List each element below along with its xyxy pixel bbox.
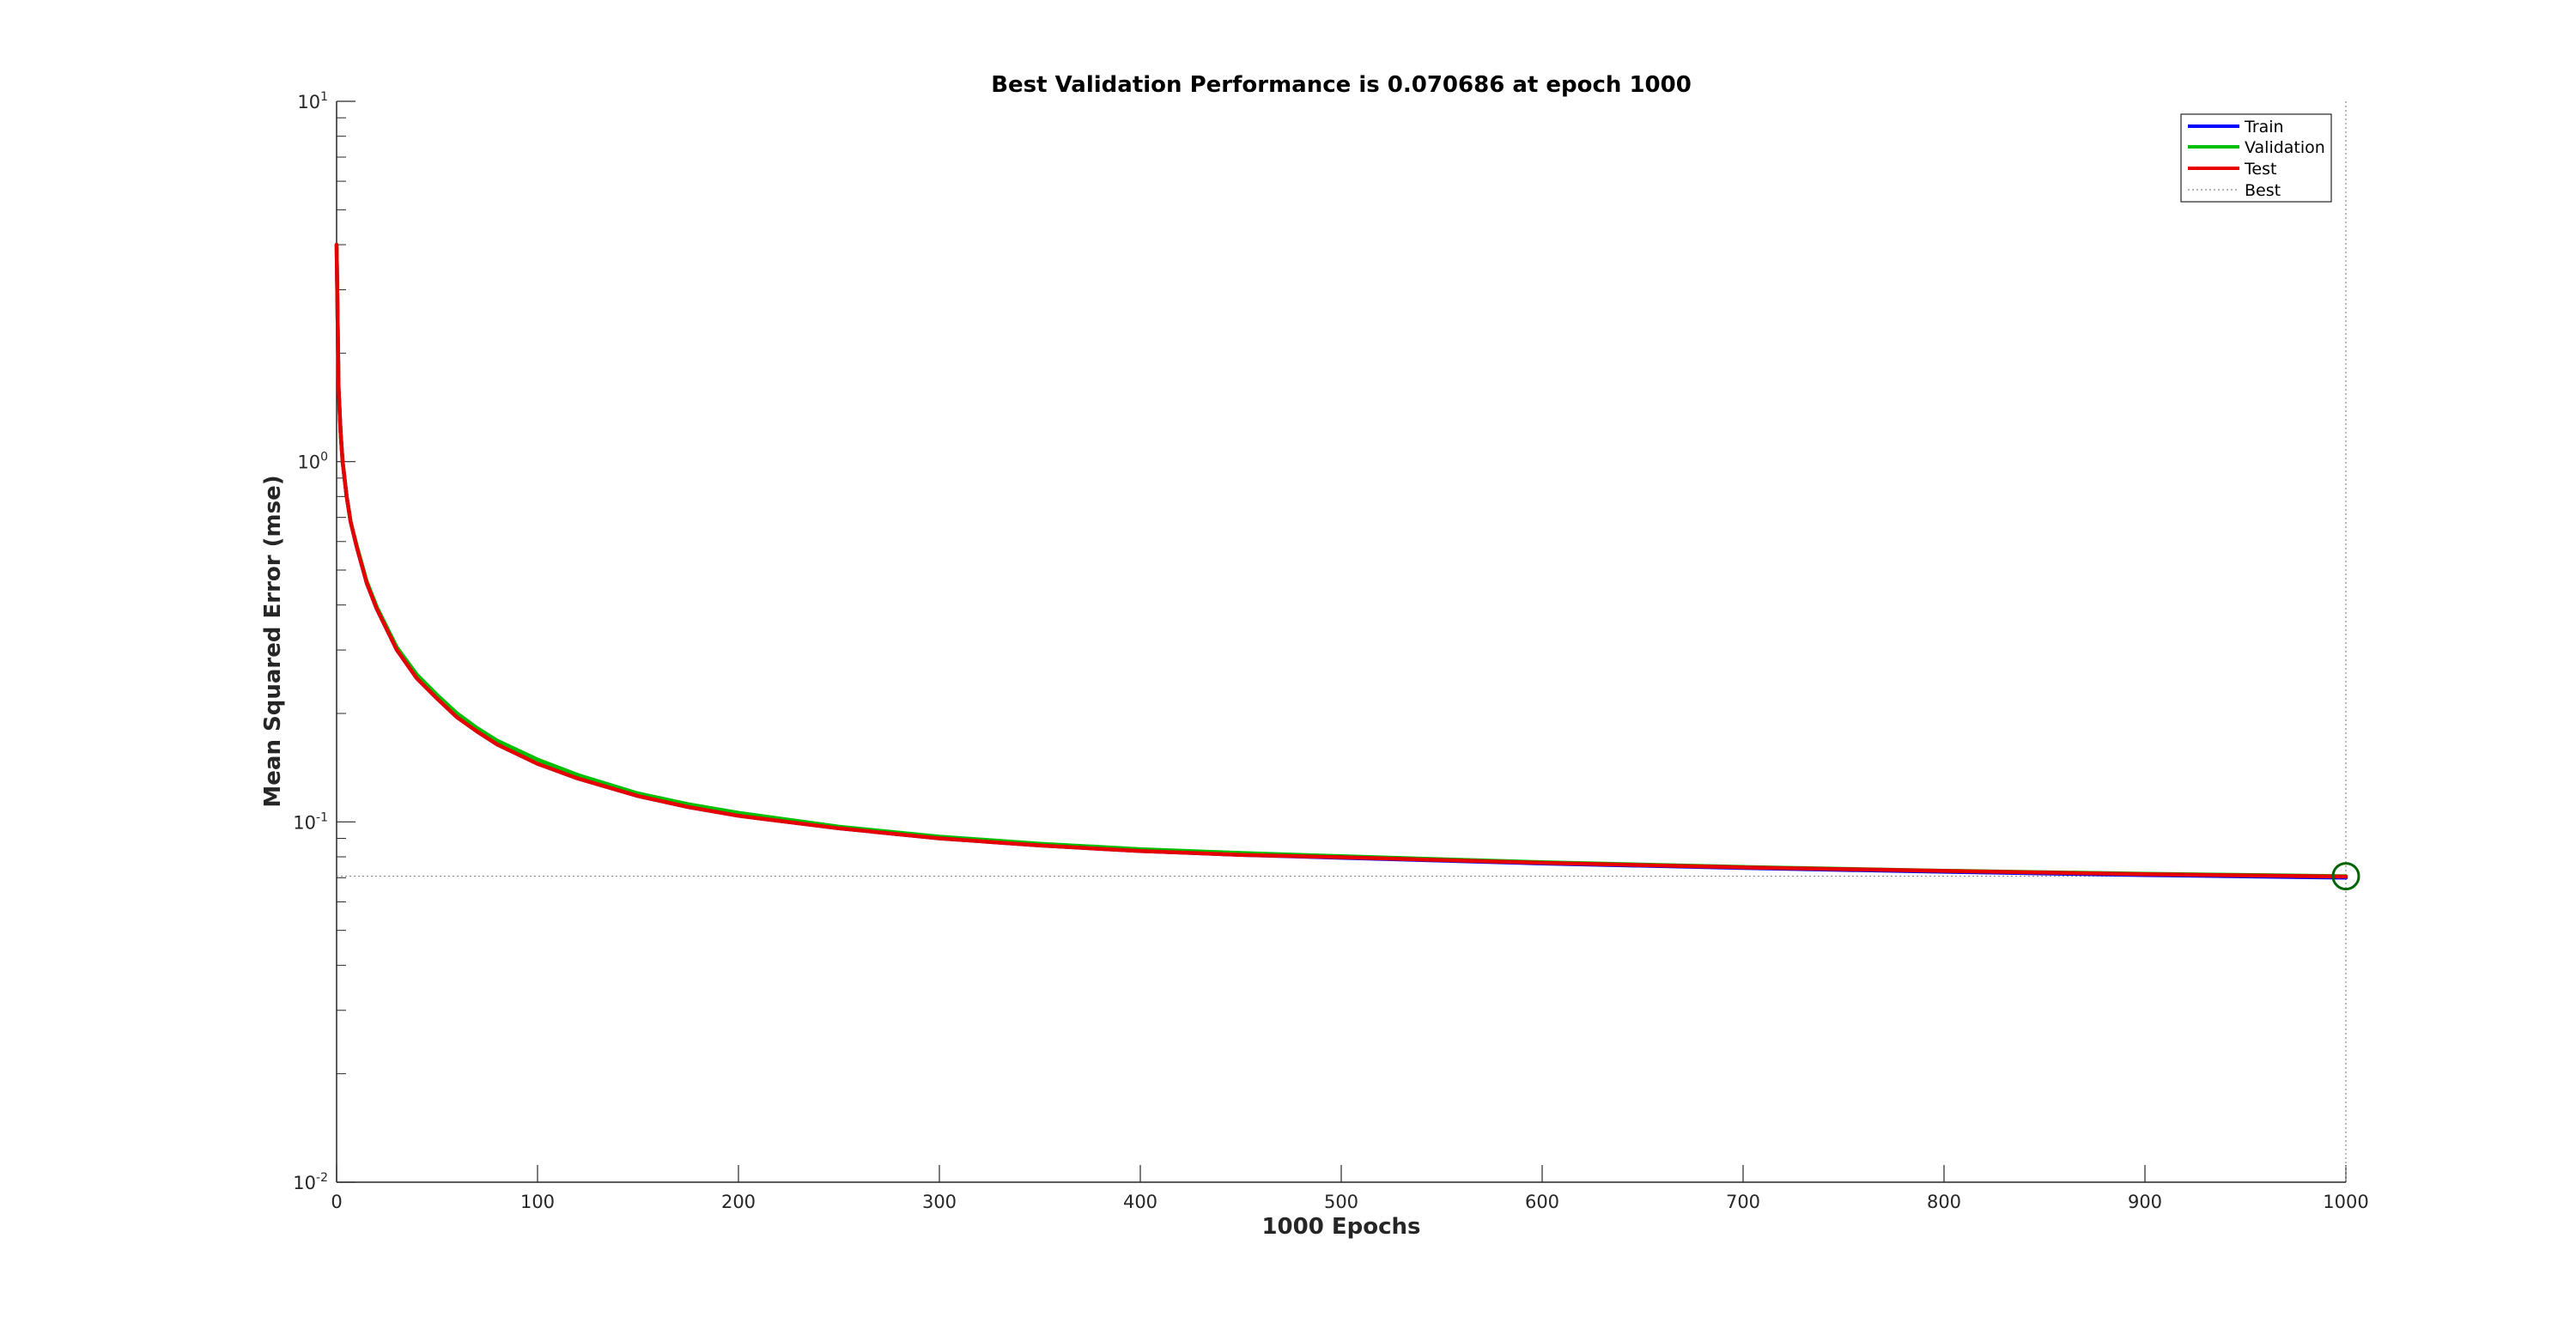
axis-ticks: 0 100 200 300 400 500 600 700 800 900 1000 10-2 10-1… <box>293 90 2368 1212</box>
y-tick-label: 101 <box>297 90 328 112</box>
legend-label-train: Train <box>2244 118 2284 137</box>
x-tick-label: 700 <box>1726 1192 1760 1212</box>
x-tick-label: 0 <box>331 1192 342 1212</box>
x-tick-label: 300 <box>922 1192 957 1212</box>
legend-label-test: Test <box>2244 160 2276 179</box>
x-tick-label: 400 <box>1123 1192 1157 1212</box>
best-point-marker <box>2331 862 2360 891</box>
series-lines <box>334 242 2348 880</box>
best-marker-lines <box>337 101 2347 1182</box>
legend: Train Validation Test Best <box>2180 113 2332 203</box>
x-tick-label: 500 <box>1324 1192 1358 1212</box>
chart-title: Best Validation Performance is 0.070686 … <box>991 72 1692 98</box>
series-line-test <box>334 242 2348 879</box>
x-tick-label: 100 <box>520 1192 555 1212</box>
best-marker-group <box>2331 862 2360 891</box>
x-tick-label: 600 <box>1525 1192 1559 1212</box>
y-tick-label: 100 <box>297 451 328 473</box>
y-axis-label: Mean Squared Error (mse) <box>260 475 286 807</box>
x-tick-label: 200 <box>721 1192 756 1212</box>
y-tick-label: 10-2 <box>293 1171 328 1193</box>
x-tick-label: 800 <box>1927 1192 1961 1212</box>
legend-box <box>2180 113 2332 203</box>
x-tick-label: 900 <box>2128 1192 2162 1212</box>
x-axis-label: 1000 Epochs <box>1261 1214 1420 1240</box>
legend-label-best: Best <box>2245 181 2281 200</box>
x-tick-label: 1000 <box>2323 1192 2368 1212</box>
y-tick-label: 10-1 <box>293 810 328 833</box>
legend-label-validation: Validation <box>2245 138 2325 157</box>
